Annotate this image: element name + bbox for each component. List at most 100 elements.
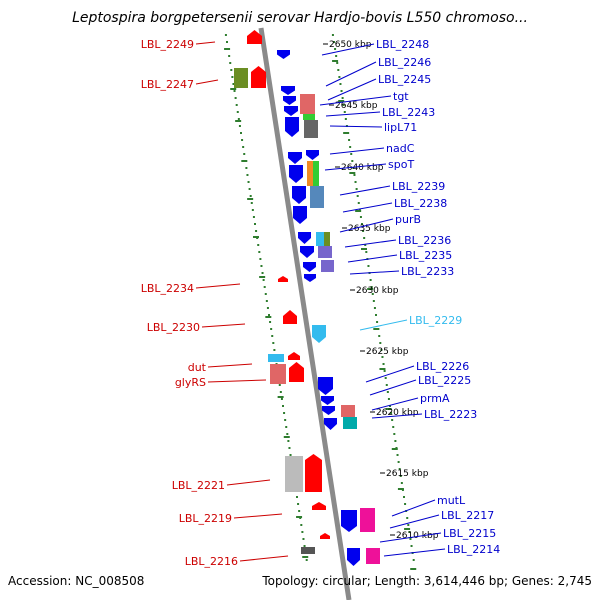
callout-line [327,78,377,101]
gene-label-reverse[interactable]: dut [188,361,207,374]
track-dot [305,559,308,561]
track-dot [243,153,246,155]
track-dot [355,188,358,190]
track-dot [343,111,346,113]
gene-label-forward[interactable]: prmA [420,392,450,405]
feature-lbl2249 [247,30,262,44]
callout-line [365,365,415,383]
callout-line [349,270,400,275]
track-dot [385,384,388,386]
scale-tick [259,276,266,278]
feature-prma [322,406,335,415]
track-dot [229,62,232,64]
feature-lbl2240 [289,165,303,183]
track-dot [404,503,407,505]
track-dot [337,69,340,71]
track-dot [297,503,300,505]
track-dot [296,496,298,498]
scale-tick [230,88,237,90]
track-dot [375,314,377,316]
track-dot [383,370,386,372]
track-dot [391,419,394,421]
gene-label-forward[interactable]: tgt [393,90,409,103]
gene-label-forward[interactable]: LBL_2239 [392,180,445,193]
track-dot [406,517,409,519]
track-dot [269,321,272,323]
gene-label-reverse[interactable]: glyRS [175,376,206,389]
track-dot [258,251,261,253]
gene-label-reverse[interactable]: LBL_2249 [141,38,194,51]
track-dot [249,195,252,197]
feature-lbl2216a [320,533,330,539]
gene-label-reverse[interactable]: LBL_2234 [141,282,194,295]
gene-label-forward[interactable]: LBL_2225 [418,374,471,387]
track-dot [280,398,283,400]
gene-label-forward[interactable]: LBL_2229 [409,314,462,327]
gene-label-forward[interactable]: spoT [388,158,414,171]
feature-lbl2230 [283,310,297,324]
gene-label-forward[interactable]: LBL_2223 [424,408,477,421]
track-dot [238,125,241,127]
track-dot [408,531,411,533]
track-dot [333,41,335,43]
gene-label-forward[interactable]: LBL_2233 [401,265,454,278]
scale-label: 2620 kbp [376,408,419,418]
track-dot [376,321,379,323]
gene-label-reverse[interactable]: LBL_2221 [172,479,225,492]
gene-label-forward[interactable]: mutL [437,494,466,507]
feature-spot2 [313,161,319,186]
track-dot [397,461,400,463]
track-dot [287,440,290,442]
track-dot [412,559,415,561]
track-dot [283,412,286,414]
feature-lbl2219 [312,502,326,510]
gene-label-reverse[interactable]: LBL_2219 [179,512,232,525]
scale-label: 2635 kbp [348,224,391,234]
track-dot [270,328,273,330]
feature-spot [307,161,313,186]
gene-label-forward[interactable]: LBL_2217 [441,509,494,522]
callout-line [344,239,397,248]
track-dot [230,69,233,71]
gene-label-reverse[interactable]: LBL_2247 [141,78,194,91]
track-dot [344,118,347,120]
callout-line [325,111,381,117]
feature-dut [268,354,284,362]
scale-tick [349,172,356,174]
scale-label: 2650 kbp [329,40,372,50]
gene-label-forward[interactable]: LBL_2243 [382,106,435,119]
track-dot [245,167,248,169]
gene-label-forward[interactable]: LBL_2248 [376,38,429,51]
track-dot [342,104,345,106]
callout-line [369,379,417,396]
gene-label-forward[interactable]: LBL_2246 [378,56,431,69]
track-dot [387,398,390,400]
gene-label-forward[interactable]: LBL_2215 [443,527,496,540]
callout-line [233,513,283,519]
gene-label-reverse[interactable]: LBL_2216 [185,555,238,568]
gene-label-forward[interactable]: LBL_2245 [378,73,431,86]
gene-label-forward[interactable]: lipL71 [384,121,417,134]
gene-label-reverse[interactable]: LBL_2230 [147,321,200,334]
track-dot [334,48,337,50]
gene-label-forward[interactable]: nadC [386,142,415,155]
gene-label-forward[interactable]: LBL_2238 [394,197,447,210]
track-dot [350,153,353,155]
gene-label-forward[interactable]: LBL_2235 [399,249,452,262]
feature-lbl2247 [234,68,248,88]
callout-line [329,125,383,128]
track-dot [259,258,262,260]
callout-line [339,185,391,196]
gene-label-forward[interactable]: LBL_2214 [447,543,500,556]
scale-label: 2625 kbp [366,347,409,357]
feature-dut2 [288,352,300,360]
gene-label-forward[interactable]: LBL_2236 [398,234,451,247]
track-dot [379,342,382,344]
scale-tick [241,160,248,162]
track-dot [365,251,368,253]
scale-tick [373,328,380,330]
feature-mutl [341,510,357,532]
feature-lbl2226 [318,377,333,395]
gene-label-forward[interactable]: purB [395,213,421,226]
gene-label-forward[interactable]: LBL_2226 [416,360,469,373]
